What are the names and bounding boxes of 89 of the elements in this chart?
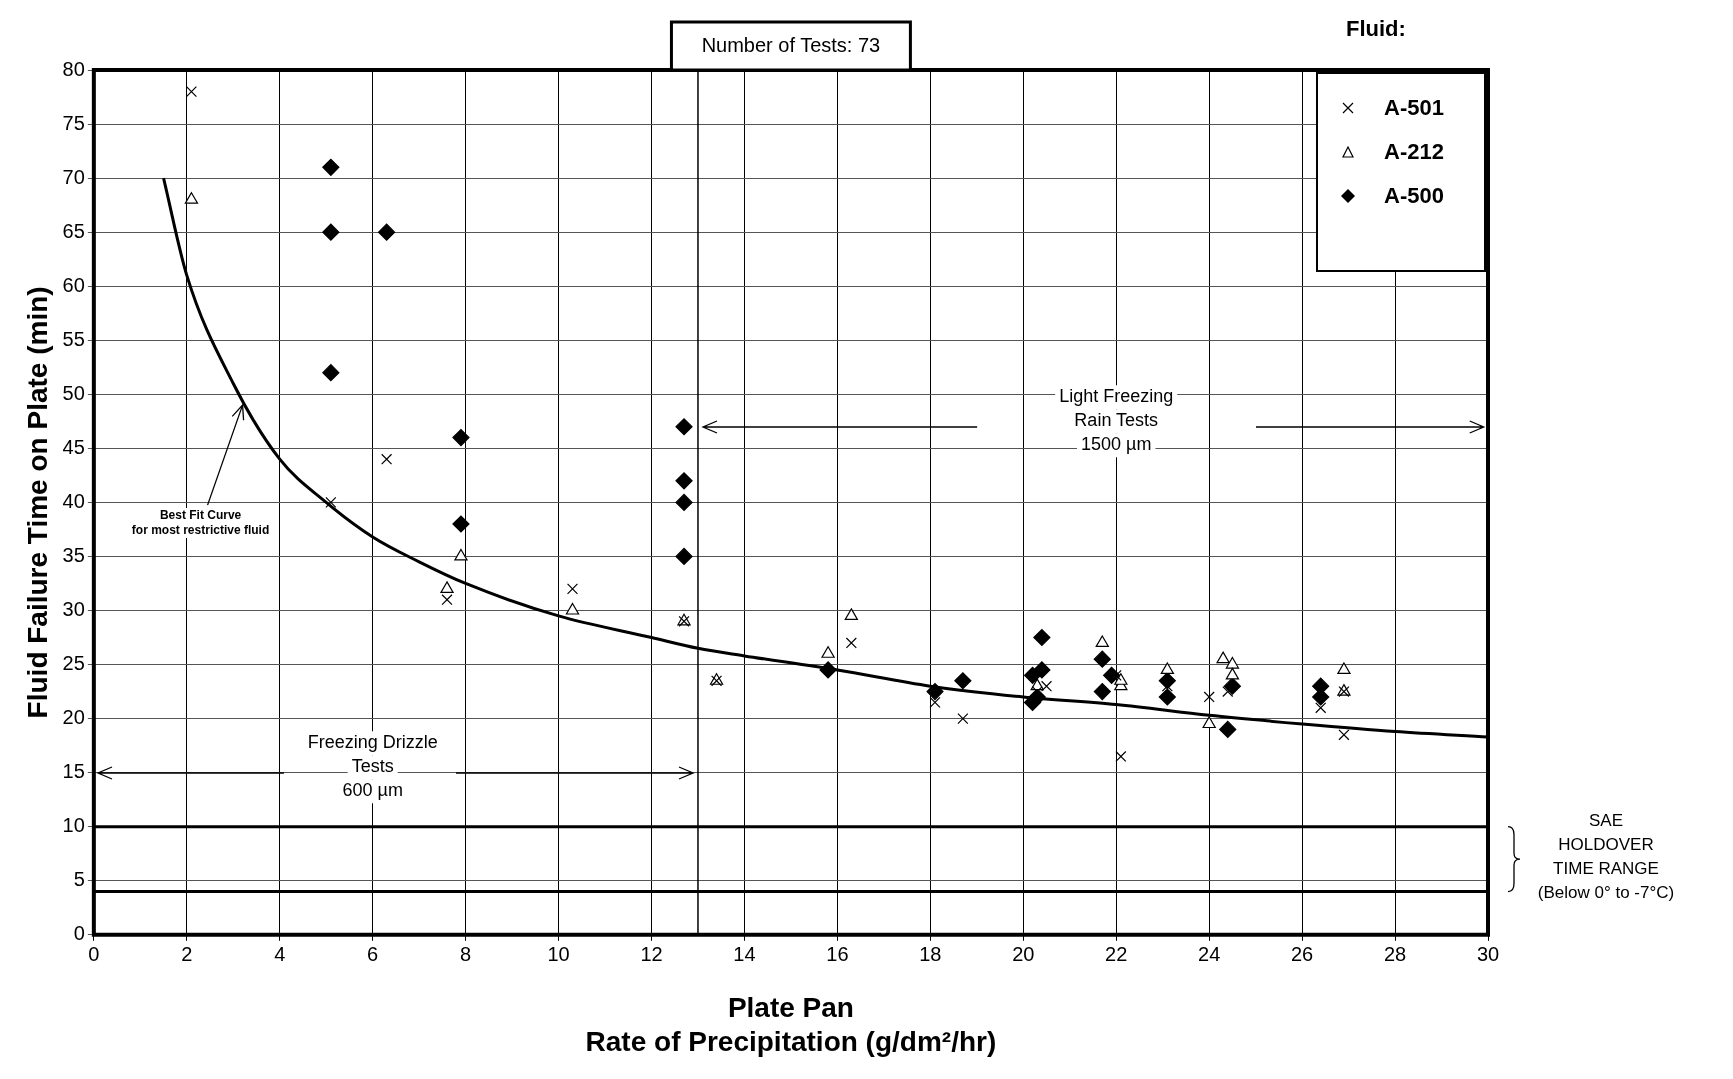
x-tick-label: 18	[919, 943, 942, 966]
point	[954, 672, 972, 690]
point	[675, 472, 693, 490]
point	[1160, 662, 1175, 675]
x-tick-label: 20	[1012, 943, 1035, 966]
point	[565, 602, 580, 615]
y-tick-label: 70	[62, 165, 85, 188]
y-tick-label: 75	[62, 111, 85, 134]
x-tick-label: 4	[274, 943, 286, 966]
x-tick-label: 0	[88, 943, 100, 966]
annotation: Best Fit Curve for most restrictive fluid	[131, 507, 270, 537]
y-tick-label: 50	[62, 381, 85, 404]
point	[440, 581, 454, 593]
y-tick-label: 60	[62, 273, 85, 296]
point	[452, 515, 470, 533]
y-tick-label: 45	[62, 435, 85, 458]
legend-title: Fluid:	[1346, 16, 1406, 42]
point	[566, 583, 579, 595]
y-tick-label: 80	[62, 57, 85, 80]
point	[675, 493, 693, 511]
y-tick-label: 5	[73, 868, 85, 891]
x-tick-label: 28	[1383, 943, 1407, 966]
point	[454, 548, 468, 561]
point	[322, 223, 340, 241]
legend-label: A-212	[1384, 139, 1444, 165]
y-tick-label: 35	[62, 543, 85, 566]
point	[325, 496, 337, 508]
point	[452, 428, 470, 447]
x-tick-label: 2	[181, 943, 193, 966]
x-tick-label: 6	[367, 943, 379, 966]
point	[1338, 729, 1350, 741]
point	[1225, 667, 1240, 680]
point	[1337, 662, 1351, 675]
point	[675, 418, 693, 436]
x-axis-title: Plate Pan Rate of Precipitation (g/dm²/hr)	[585, 992, 997, 1057]
point	[844, 608, 858, 621]
y-tick-label: 25	[62, 652, 85, 675]
y-tick-label: 15	[62, 760, 85, 783]
legend-label: A-501	[1384, 95, 1444, 121]
point	[1219, 720, 1237, 739]
point	[322, 158, 340, 176]
text: SAE HOLDOVER TIME RANGE (Below 0° to -7°C)	[1537, 810, 1675, 902]
x-tick-label: 8	[460, 943, 472, 966]
point	[1315, 702, 1327, 714]
x-tick-label: 26	[1290, 943, 1314, 966]
annotation: Light Freezing Rain Tests 1500 µm	[1059, 386, 1174, 455]
x-tick-label: 12	[640, 943, 663, 966]
point	[821, 646, 835, 658]
point	[819, 661, 837, 679]
point	[1115, 750, 1127, 762]
legend-label: A-500	[1384, 183, 1444, 209]
point	[1225, 656, 1240, 669]
point	[1093, 682, 1111, 701]
x-tick-label: 22	[1105, 943, 1128, 966]
point	[322, 364, 340, 382]
annotation: Freezing Drizzle Tests 600 µm	[307, 732, 438, 801]
point	[184, 192, 199, 204]
x-tick-label: 30	[1476, 943, 1500, 966]
y-tick-label: 20	[62, 706, 85, 729]
text: Number of Tests: 73	[701, 33, 881, 56]
y-tick-label: 0	[73, 922, 85, 945]
point	[378, 223, 396, 241]
y-tick-label: 40	[62, 489, 85, 512]
point	[957, 713, 969, 725]
x-tick-label: 24	[1198, 943, 1221, 966]
point	[675, 547, 693, 566]
y-axis-title: Fluid Failure Time on Plate (min)	[21, 286, 53, 719]
point	[1033, 628, 1051, 647]
point	[929, 696, 941, 708]
point	[926, 682, 944, 701]
point	[1158, 688, 1176, 706]
point	[845, 637, 857, 649]
point	[1223, 677, 1242, 695]
point	[1216, 651, 1230, 664]
point	[1093, 650, 1111, 668]
y-tick-label: 65	[62, 219, 85, 242]
point	[441, 594, 453, 606]
x-tick-label: 14	[733, 943, 756, 966]
point	[1203, 691, 1215, 703]
point	[1040, 680, 1053, 692]
point	[381, 453, 393, 465]
point	[1033, 661, 1051, 679]
y-tick-label: 10	[62, 814, 85, 837]
point	[1095, 635, 1109, 648]
y-tick-label: 30	[62, 598, 85, 621]
x-tick-label: 10	[547, 943, 570, 966]
point	[1202, 716, 1216, 729]
x-tick-label: 16	[826, 943, 849, 966]
y-tick-label: 55	[62, 327, 85, 350]
